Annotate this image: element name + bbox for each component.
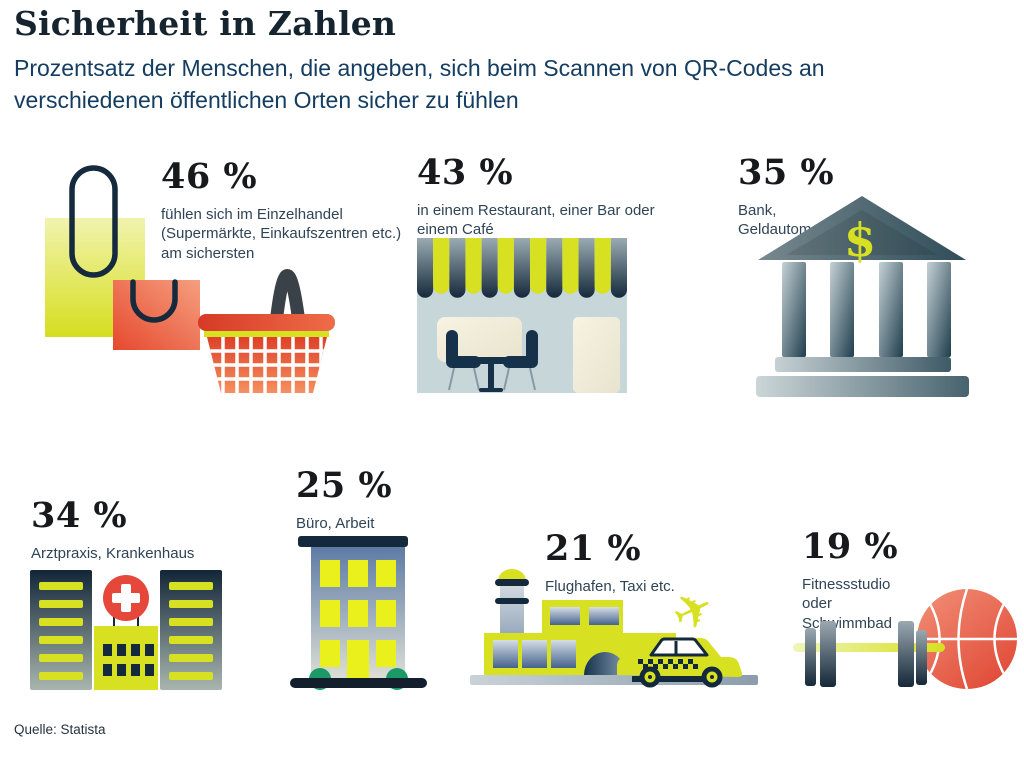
bank-pediment xyxy=(758,196,966,260)
medical-cross-icon xyxy=(103,575,149,621)
bank-steps xyxy=(756,357,969,397)
stat-value-restaurant: 43 % xyxy=(417,152,514,193)
stat-item-fitness: 19 % Fitnessstudio oder Schwimmbad xyxy=(802,528,942,633)
page-subtitle-line1: Prozentsatz der Menschen, die angeben, s… xyxy=(14,55,825,81)
office-roof xyxy=(298,536,408,547)
bank-pediment-inner xyxy=(786,210,938,255)
bank-columns xyxy=(782,262,951,357)
stat-label-hospital: Arztpraxis, Krankenhaus xyxy=(31,544,195,562)
cafe-awning xyxy=(417,238,627,298)
office-building-icon xyxy=(290,536,427,690)
shopping-bags-and-basket-icon xyxy=(45,165,335,393)
hospital-buildings-icon xyxy=(30,570,222,690)
stat-value-airport: 21 % xyxy=(545,528,642,569)
office-windows xyxy=(320,560,396,678)
taxi xyxy=(617,637,743,688)
hospital-center-building xyxy=(94,604,158,690)
stat-value-fitness: 19 % xyxy=(802,526,899,567)
cafe-window xyxy=(437,317,522,362)
stat-label-airport: Flughafen, Taxi etc. xyxy=(545,577,675,595)
bank-building-icon: $ xyxy=(756,196,969,397)
airport-and-taxi-icon: ✈ xyxy=(470,569,758,688)
stat-item-retail: 46 % fühlen sich im Einzelhandel (Superm… xyxy=(161,158,429,263)
hospital-right-tower xyxy=(160,570,222,690)
stat-label-office: Büro, Arbeit xyxy=(296,514,375,532)
stat-label-restaurant: in einem Restaurant, einer Bar oder eine… xyxy=(417,201,655,239)
stat-item-hospital: 34 % Arztpraxis, Krankenhaus xyxy=(31,497,251,563)
stat-value-retail: 46 % xyxy=(161,156,258,197)
taxi-wheels xyxy=(639,666,723,688)
cafe-door xyxy=(573,317,620,393)
stat-label-retail: fühlen sich im Einzelhandel (Supermärkte… xyxy=(161,205,402,262)
red-shopping-bag xyxy=(113,279,200,350)
stat-item-airport: 21 % Flughafen, Taxi etc. xyxy=(545,530,735,596)
office-ground xyxy=(290,678,427,688)
barbell xyxy=(793,621,945,687)
page-title: Sicherheit in Zahlen xyxy=(14,4,397,43)
stat-label-fitness: Fitnessstudio oder Schwimmbad xyxy=(802,575,893,632)
basketball xyxy=(917,589,1017,689)
cafe-storefront-icon xyxy=(417,238,627,393)
hangar-arch xyxy=(584,652,626,675)
dollar-sign-icon: $ xyxy=(844,213,876,267)
stat-item-office: 25 % Büro, Arbeit xyxy=(296,467,456,533)
stat-item-bank: 35 % Bank, Geldautomat xyxy=(738,154,858,240)
page-subtitle: Prozentsatz der Menschen, die angeben, s… xyxy=(14,52,1004,116)
stat-value-office: 25 % xyxy=(296,465,393,506)
stat-item-restaurant: 43 % in einem Restaurant, einer Bar oder… xyxy=(417,154,675,240)
stat-value-bank: 35 % xyxy=(738,152,835,193)
page-subtitle-line2: verschiedenen öffentlichen Orten sicher … xyxy=(14,87,519,113)
cafe-table-and-chairs xyxy=(446,330,538,392)
stat-value-hospital: 34 % xyxy=(31,495,128,536)
shopping-basket xyxy=(198,269,335,393)
dumbbell-and-basketball-icon xyxy=(793,589,1017,689)
office-door xyxy=(347,640,369,678)
hospital-left-tower xyxy=(30,570,92,690)
taxi-checker-band xyxy=(638,659,698,669)
source-note: Quelle: Statista xyxy=(14,722,106,737)
